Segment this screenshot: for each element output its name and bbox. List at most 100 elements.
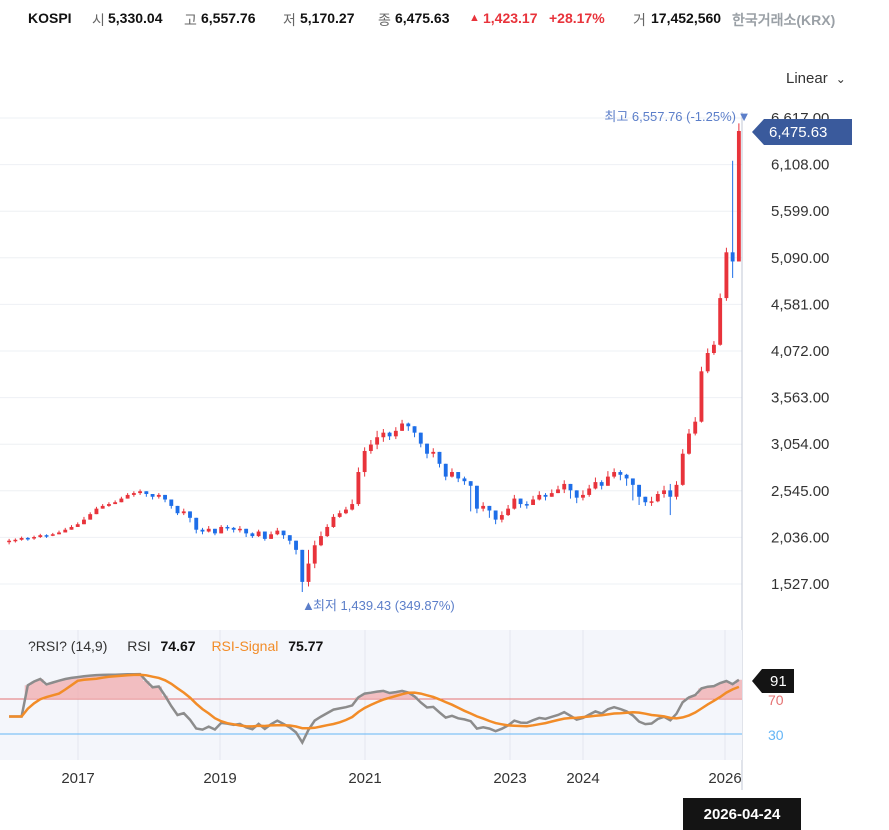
candle [655,491,660,503]
candle-body [568,483,573,491]
candle [356,467,361,506]
candle-body [668,490,673,497]
candle [350,499,355,511]
candle [181,508,186,516]
candle [450,468,454,478]
candle-body [287,535,292,541]
candle-body [38,535,43,538]
candle [512,494,517,510]
candle-body [88,514,93,520]
candle [425,443,429,459]
candle [481,502,486,512]
candle [518,498,523,508]
candle [443,463,448,481]
scale-selector[interactable]: Linear ⌄ [786,70,846,87]
price-tick-label: 4,072.00 [771,343,829,360]
candle [113,500,118,505]
price-tick-label: 2,036.00 [771,529,829,546]
price-axis: 6,617.006,108.005,599.005,090.004,581.00… [771,110,829,593]
candle-body [319,536,323,546]
candle [150,494,155,500]
candle [206,526,211,533]
candle [131,491,136,497]
candle-body [57,532,61,535]
candle [144,491,149,497]
candle [250,532,255,538]
candle-body [362,450,367,473]
candle-body [225,526,230,529]
candle [57,530,61,535]
scale-label: Linear [786,70,828,87]
candle [19,536,24,541]
candle-body [44,535,49,537]
candle-body [574,490,579,498]
candle [662,485,666,498]
rsi-current-label: 91 [770,673,787,690]
candle [13,538,18,543]
candle [262,531,267,541]
candle-body [462,478,467,482]
candle [200,527,205,535]
candle-body [487,505,492,511]
candle-body [175,505,180,514]
candle-body [637,484,642,497]
rsi-lower-level: 30 [768,727,784,743]
candle-body [113,502,118,505]
candle-body [375,437,380,445]
candle-body [387,432,392,437]
candle-body [543,494,548,497]
candle [7,538,12,545]
candle-body [581,494,585,498]
candle [375,430,380,450]
candle [231,526,236,533]
candle [63,527,68,533]
open-label: 시 [92,12,105,28]
candle [32,535,37,540]
candle [256,529,261,538]
candle [88,512,93,520]
candle-body [674,484,679,497]
rsi-overbought-fill [24,674,742,699]
candle [25,537,30,541]
candle-body [262,531,267,539]
candle-body [337,513,342,517]
candle-body [244,528,249,534]
candle-body [506,508,511,516]
candle [163,494,167,503]
candle [506,504,511,516]
open-value: 5,330.04 [108,10,163,26]
candle [543,493,548,501]
candle-body [331,516,336,527]
candle [462,476,467,485]
candle-body [356,472,361,505]
candle [418,432,423,448]
rsi-signal-label: RSI-Signal [211,638,279,654]
candle-body [144,491,149,495]
candle-body [156,494,161,497]
candle-body [188,511,192,518]
candle-body [730,252,735,262]
candle-body [300,549,305,582]
candle [649,496,654,506]
candle [175,505,180,516]
time-axis: 2017 2019 2021 2023 2024 2026 [61,770,741,787]
candle [643,496,648,506]
price-tick-label: 1,527.00 [771,576,829,593]
rsi-signal-value: 75.77 [288,638,324,654]
time-tick-label: 2024 [566,770,599,787]
candle-body [518,498,523,505]
candle [474,485,479,514]
candle [406,422,411,431]
candle-body [350,504,355,510]
candle [294,540,298,555]
candle-body [256,531,261,537]
change-value: 1,423.17 [483,10,538,26]
candle [156,493,161,499]
candle [319,531,323,547]
candle-body [412,426,417,433]
candle-body [450,472,454,477]
rsi-upper-level: 70 [768,692,784,708]
candle-body [680,453,685,485]
candle [393,427,398,440]
